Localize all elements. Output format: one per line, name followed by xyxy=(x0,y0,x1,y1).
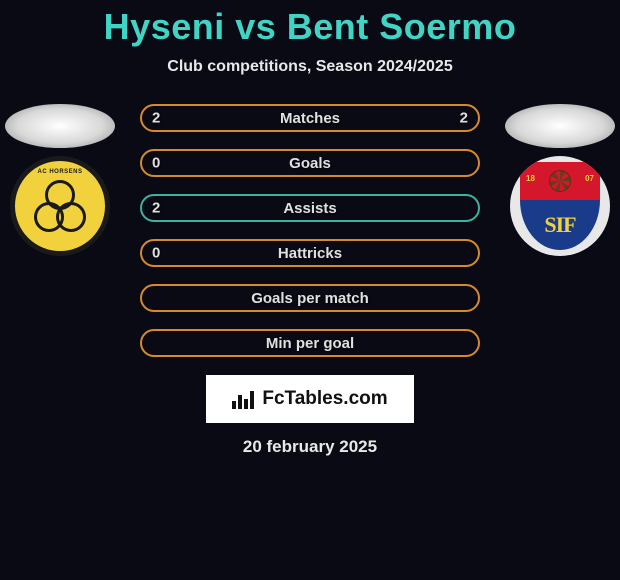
stat-row: 0 Goals xyxy=(140,149,480,177)
subtitle: Club competitions, Season 2024/2025 xyxy=(0,58,620,76)
stat-row: 2 Matches 2 xyxy=(140,104,480,132)
football-icon xyxy=(549,170,571,192)
stat-label: Assists xyxy=(283,200,336,217)
comparison-panel: AC HORSENS 18 07 SIF 2 Matches 2 0 Goals 2 Ass… xyxy=(0,104,620,357)
stat-label: Goals xyxy=(289,155,331,172)
club-badge-left: AC HORSENS xyxy=(10,156,110,256)
sif-year-right: 07 xyxy=(585,174,594,183)
stat-rows: 2 Matches 2 0 Goals 2 Assists 0 Hattricks Goals p… xyxy=(140,104,480,357)
player-left-silhouette xyxy=(5,104,115,148)
stat-row: 0 Hattricks xyxy=(140,239,480,267)
stat-row: Min per goal xyxy=(140,329,480,357)
date-text: 20 february 2025 xyxy=(0,437,620,457)
stat-label: Hattricks xyxy=(278,245,342,262)
stat-row: 2 Assists xyxy=(140,194,480,222)
stat-row: Goals per match xyxy=(140,284,480,312)
branding-text: FcTables.com xyxy=(262,388,387,410)
badge-left-text: AC HORSENS xyxy=(38,169,83,175)
sif-year-left: 18 xyxy=(526,174,535,183)
stat-value-right: 2 xyxy=(460,110,468,127)
stat-value-left: 0 xyxy=(152,245,160,262)
page-title: Hyseni vs Bent Soermo xyxy=(0,0,620,48)
player-right-silhouette xyxy=(505,104,615,148)
horsens-rings-icon xyxy=(34,180,86,232)
stat-label: Matches xyxy=(280,110,340,127)
branding-badge: FcTables.com xyxy=(206,375,414,423)
club-badge-right: 18 07 SIF xyxy=(510,156,610,256)
player-left-column: AC HORSENS xyxy=(0,104,120,256)
bar-chart-icon xyxy=(232,389,256,409)
player-right-column: 18 07 SIF xyxy=(500,104,620,256)
stat-value-left: 0 xyxy=(152,155,160,172)
stat-label: Min per goal xyxy=(266,335,354,352)
sif-letters: SIF xyxy=(544,212,575,238)
stat-value-left: 2 xyxy=(152,110,160,127)
stat-value-left: 2 xyxy=(152,200,160,217)
stat-label: Goals per match xyxy=(251,290,369,307)
